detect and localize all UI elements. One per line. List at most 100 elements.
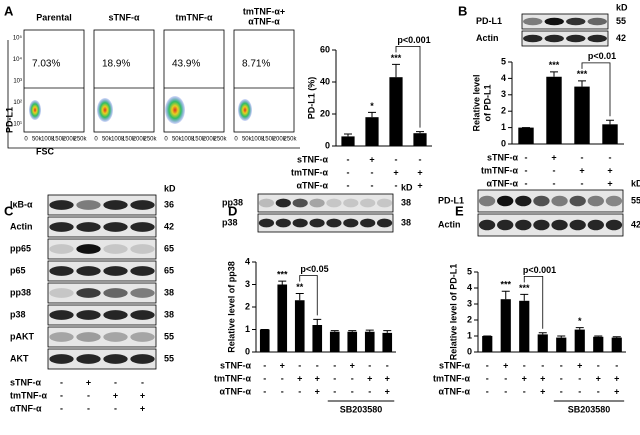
blot-band xyxy=(515,195,532,207)
treatment-label: sTNF-α xyxy=(487,152,518,162)
treatment-sign: - xyxy=(609,152,612,162)
treatment-sign: + xyxy=(385,386,390,396)
flow-x-tick: 250k xyxy=(143,137,157,143)
treatment-sign: - xyxy=(597,360,600,370)
flow-x-tick: 0 xyxy=(234,137,238,143)
error-bar xyxy=(365,329,374,332)
flow-y-tick: 10¹ xyxy=(13,122,22,128)
treatment-label: sTNF-α xyxy=(439,360,470,370)
y-tick-label: 5 xyxy=(501,56,506,66)
flow-x-tick: 250k xyxy=(283,137,297,143)
blot-band xyxy=(566,34,586,43)
error-bar xyxy=(538,332,547,335)
treatment-sign: - xyxy=(523,386,526,396)
cell-cluster xyxy=(238,99,252,121)
blot-kd: 42 xyxy=(164,221,174,231)
blot-band xyxy=(130,222,155,232)
flow-x-label: FSC xyxy=(36,146,55,156)
treatment-sign: + xyxy=(113,390,118,400)
blot-band xyxy=(103,244,128,254)
flow-y-tick: 10³ xyxy=(13,79,22,85)
treatment-sign: - xyxy=(371,180,374,190)
treatment-sign: - xyxy=(263,360,266,370)
y-tick-label: 0 xyxy=(467,346,472,356)
blot-band xyxy=(258,218,275,228)
flow-y-tick: 10⁵ xyxy=(13,35,23,42)
blot-band xyxy=(103,332,128,342)
treatment-label: tmTNF-α xyxy=(433,373,470,383)
flow-x-tick: 0 xyxy=(94,137,98,143)
treatment-sign: - xyxy=(578,386,581,396)
significance: *** xyxy=(277,270,288,280)
treatment-sign: + xyxy=(385,373,390,383)
blot-row-label: PD-L1 xyxy=(438,195,464,205)
significance: * xyxy=(578,316,582,326)
treatment-sign: - xyxy=(578,373,581,383)
bar xyxy=(365,117,379,146)
error-bar xyxy=(383,330,392,333)
blot-kd: 36 xyxy=(164,199,174,209)
treatment-label: tmTNF-α xyxy=(291,167,328,177)
bar xyxy=(413,133,427,146)
flow-x-tick: 50k xyxy=(172,137,183,143)
flow-x-tick: 0 xyxy=(164,137,168,143)
treatment-sign: - xyxy=(486,386,489,396)
treatment-sign: + xyxy=(280,360,285,370)
treatment-sign: + xyxy=(393,167,398,177)
treatment-sign: - xyxy=(114,377,117,387)
error-bar xyxy=(578,80,586,87)
treatment-sign: + xyxy=(577,360,582,370)
treatment-sign: + xyxy=(607,165,612,175)
blot-band xyxy=(76,266,101,276)
blot-band xyxy=(523,34,543,43)
treatment-sign: + xyxy=(417,167,422,177)
treatment-sign: + xyxy=(140,403,145,413)
treatment-sign: - xyxy=(347,154,350,164)
flow-x-tick: 100k xyxy=(181,137,195,143)
blot-strip xyxy=(47,348,157,370)
treatment-sign: - xyxy=(347,180,350,190)
treatment-sign: - xyxy=(298,386,301,396)
treatment-sign: - xyxy=(560,360,563,370)
bar xyxy=(574,329,585,352)
treatment-sign: - xyxy=(504,386,507,396)
blot-kd: 65 xyxy=(164,265,174,275)
treatment-sign: + xyxy=(315,373,320,383)
bracket-label: p<0.05 xyxy=(300,264,328,274)
bracket xyxy=(581,62,611,117)
blot-band xyxy=(258,198,275,208)
bar xyxy=(294,300,305,352)
flow-x-tick: 50k xyxy=(32,137,43,143)
blot-band xyxy=(292,218,308,228)
flow-x-tick: 200k xyxy=(203,137,217,143)
bar xyxy=(546,76,562,144)
y-axis-label: of PD-L1 xyxy=(482,85,492,122)
blot-kd: 42 xyxy=(631,219,640,229)
treatment-sign: - xyxy=(351,373,354,383)
y-tick-label: 20 xyxy=(320,108,330,118)
blot-band xyxy=(587,195,604,207)
treatment-sign: - xyxy=(395,154,398,164)
flow-x-tick: 100k xyxy=(251,137,265,143)
treatment-sign: - xyxy=(87,390,90,400)
treatment-sign: - xyxy=(87,403,90,413)
treatment-sign: - xyxy=(419,154,422,164)
blot-band xyxy=(309,198,325,208)
treatment-sign: + xyxy=(607,178,612,188)
blot-band xyxy=(360,198,376,208)
blot-row-label: pAKT xyxy=(10,331,34,341)
blot-band xyxy=(569,195,586,207)
treatment-sign: - xyxy=(263,386,266,396)
treatment-label: tmTNF-α xyxy=(481,165,518,175)
flow-x-tick: 100k xyxy=(111,137,125,143)
blot-band xyxy=(49,288,74,298)
blot-strip xyxy=(47,194,157,216)
blot-band xyxy=(103,288,128,298)
treatment-sign: + xyxy=(579,165,584,175)
treatment-sign: - xyxy=(298,360,301,370)
bar xyxy=(611,337,622,352)
blot-strip xyxy=(477,213,624,237)
blot-row-label: p65 xyxy=(10,265,26,275)
blot-band xyxy=(326,198,342,208)
treatment-sign: + xyxy=(350,360,355,370)
